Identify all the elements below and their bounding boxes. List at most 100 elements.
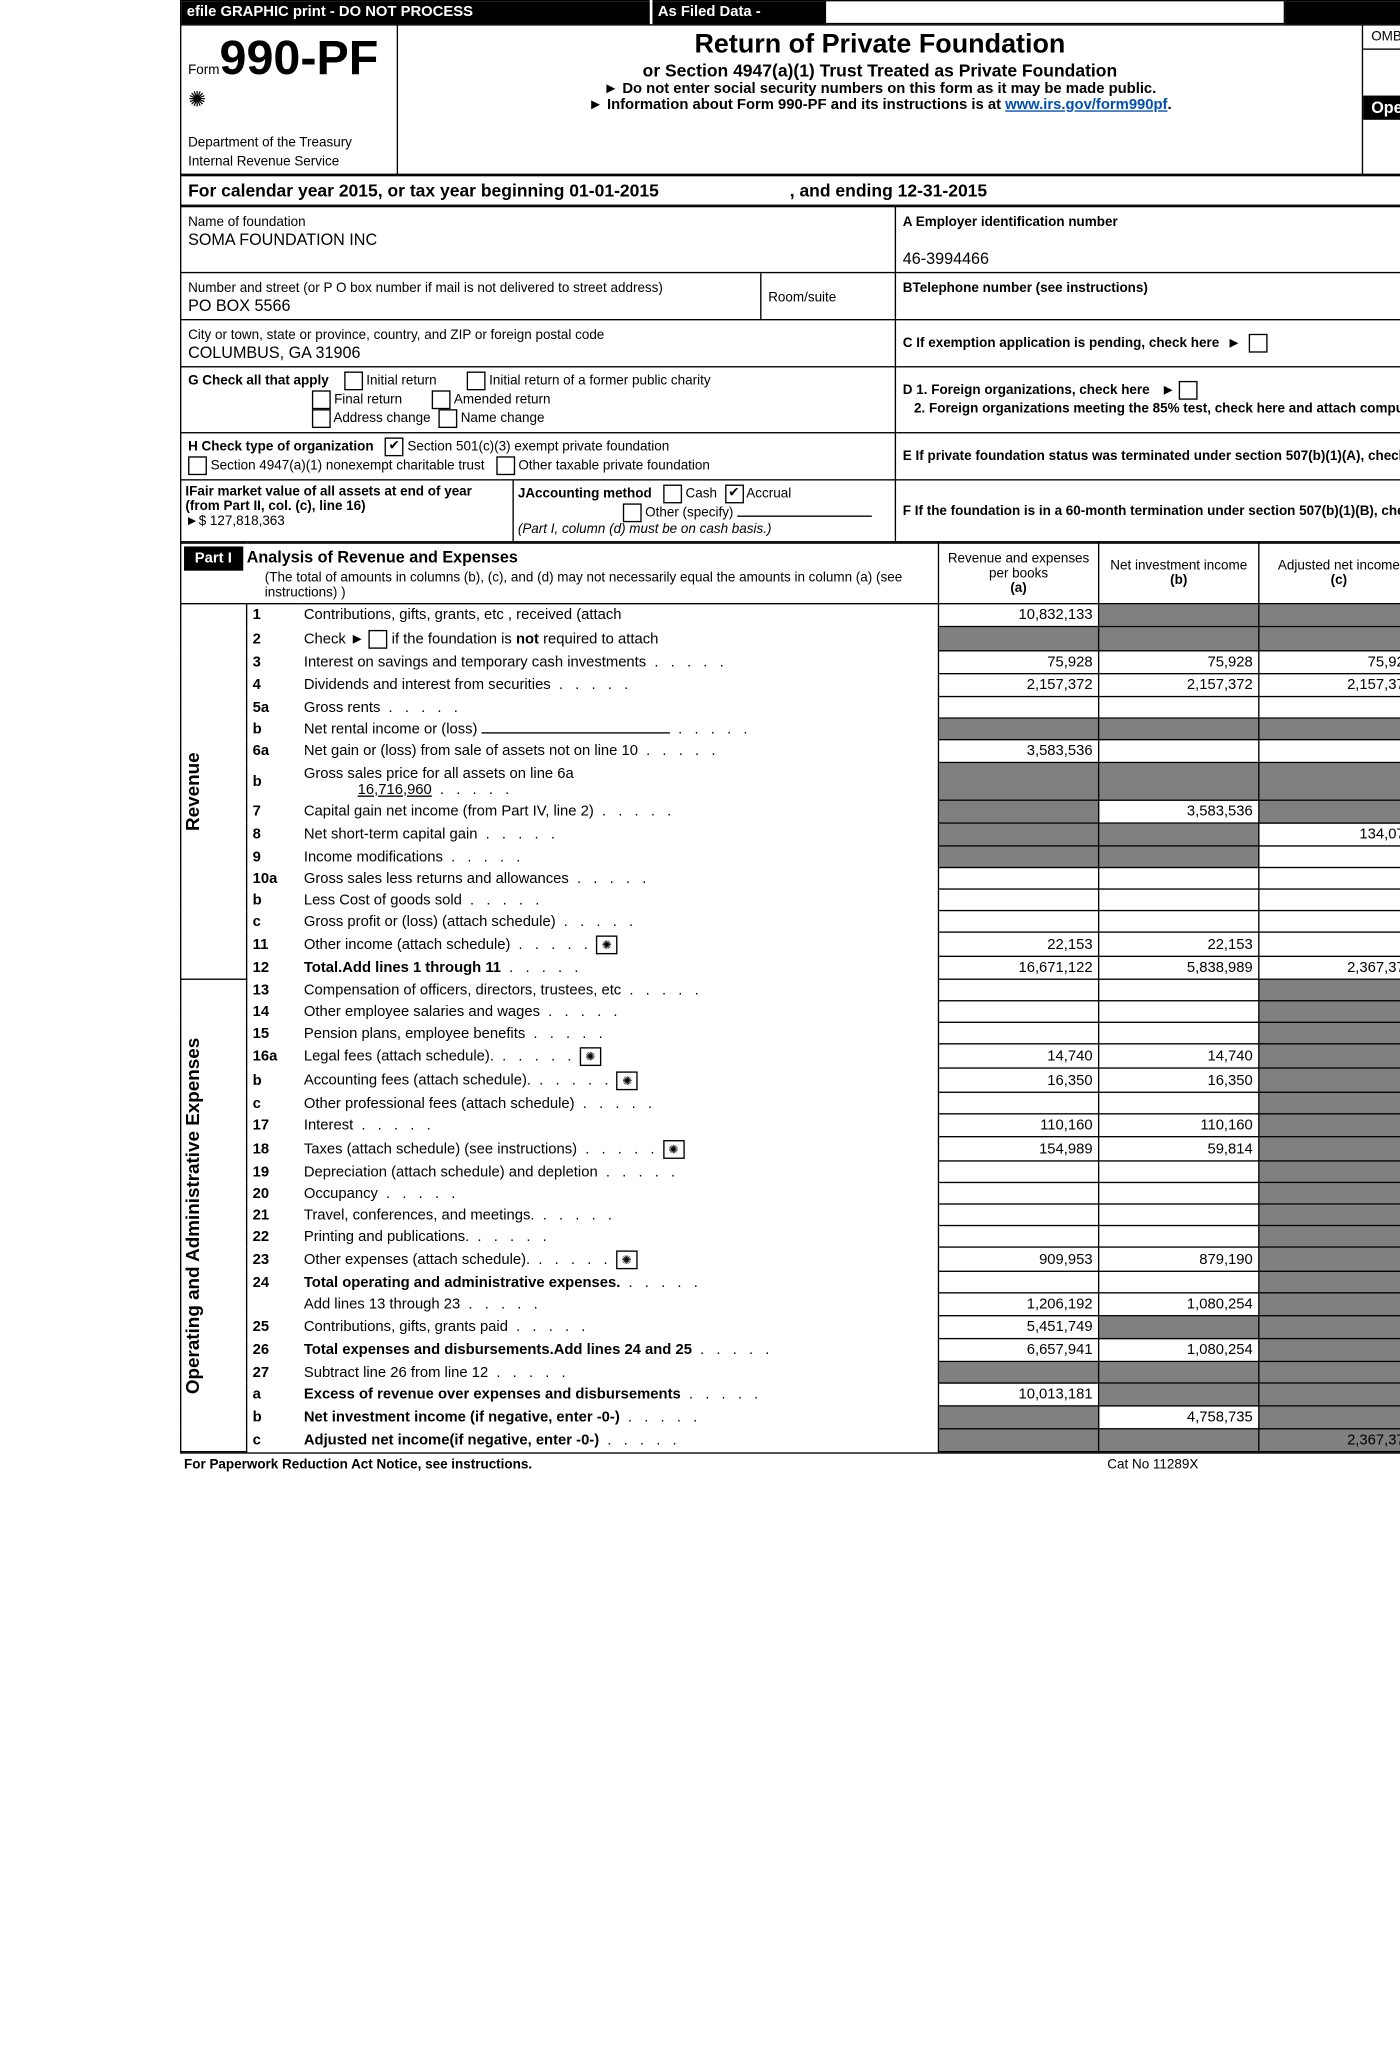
amount-cell: 154,989: [938, 1137, 1098, 1161]
ein-value: 46-3994466: [903, 249, 989, 268]
amount-cell: [1259, 697, 1400, 719]
amount-cell: [1099, 846, 1259, 868]
amount-cell: 2,367,379: [1259, 956, 1400, 979]
other-method-checkbox[interactable]: [623, 503, 642, 522]
line-description: Other income (attach schedule) . . . . .…: [298, 932, 938, 956]
open-to-public: Open to Public Inspection: [1363, 96, 1400, 120]
line-number: 10a: [247, 867, 299, 889]
omb-number: OMB No 1545-0052: [1363, 26, 1400, 50]
line-description: Taxes (attach schedule) (see instruction…: [298, 1137, 938, 1161]
line-number: 14: [247, 1001, 299, 1023]
i-value: ►$ 127,818,363: [185, 514, 284, 529]
pending-checkbox[interactable]: [1249, 334, 1268, 353]
line-number: c: [247, 1092, 299, 1114]
initial-former-checkbox[interactable]: [467, 371, 486, 390]
line-description: Gross sales less returns and allowances …: [298, 867, 938, 889]
line-description: Less Cost of goods sold . . . . .: [298, 889, 938, 911]
amount-cell: [1099, 889, 1259, 911]
entity-block: Name of foundation SOMA FOUNDATION INC A…: [180, 206, 1400, 543]
line-description: Net rental income or (loss) . . . . .: [298, 718, 938, 740]
line-description: Occupancy . . . . .: [298, 1182, 938, 1204]
amount-cell: [938, 1406, 1098, 1429]
amount-cell: 2,157,372: [1259, 674, 1400, 697]
line-description: Total expenses and disbursements.Add lin…: [298, 1339, 938, 1362]
amount-cell: [938, 889, 1098, 911]
part1-title: Analysis of Revenue and Expenses: [247, 548, 518, 567]
attachment-icon[interactable]: ✺: [580, 1047, 602, 1066]
amount-cell: 6,657,941: [938, 1339, 1098, 1362]
city-value: COLUMBUS, GA 31906: [188, 343, 360, 362]
line-number: 23: [247, 1247, 299, 1271]
form-subtitle: or Section 4947(a)(1) Trust Treated as P…: [405, 61, 1355, 81]
line-description: Interest . . . . .: [298, 1114, 938, 1137]
address-change-checkbox[interactable]: [311, 409, 330, 428]
arrow-right-icon: [1227, 336, 1242, 351]
amount-cell: [1259, 1247, 1400, 1271]
amount-cell: [1259, 1182, 1400, 1204]
amount-cell: [1099, 1271, 1259, 1293]
amount-cell: 4,758,735: [1099, 1406, 1259, 1429]
amount-cell: [938, 1226, 1098, 1248]
amount-cell: [938, 800, 1098, 823]
table-row: 7Capital gain net income (from Part IV, …: [181, 800, 1400, 823]
page-footer: For Paperwork Reduction Act Notice, see …: [180, 1452, 1400, 1476]
amount-cell: 909,953: [938, 1247, 1098, 1271]
amount-cell: [938, 1022, 1098, 1044]
line-number: 26: [247, 1339, 299, 1362]
table-row: 23Other expenses (attach schedule). . . …: [181, 1247, 1400, 1271]
attachment-icon[interactable]: ✺: [596, 935, 618, 954]
amount-cell: 5,451,749: [938, 1316, 1098, 1339]
line-description: Other professional fees (attach schedule…: [298, 1092, 938, 1114]
line-number: 17: [247, 1114, 299, 1137]
line-number: 15: [247, 1022, 299, 1044]
schb-checkbox[interactable]: [369, 629, 388, 648]
part1-note: (The total of amounts in columns (b), (c…: [184, 571, 935, 601]
h-other-checkbox[interactable]: [496, 456, 515, 475]
amount-cell: [938, 1092, 1098, 1114]
amount-cell: [1259, 1293, 1400, 1316]
cash-checkbox[interactable]: [663, 485, 682, 504]
line-description: Other employee salaries and wages . . . …: [298, 1001, 938, 1023]
amount-cell: [938, 1271, 1098, 1293]
attachment-icon[interactable]: ✺: [663, 1139, 685, 1158]
amount-cell: [938, 1182, 1098, 1204]
instructions-link[interactable]: www.irs.gov/form990pf: [1005, 97, 1167, 113]
line-number: 2: [247, 627, 299, 651]
table-row: 14Other employee salaries and wages . . …: [181, 1001, 1400, 1023]
amount-cell: [1259, 1068, 1400, 1092]
d1-checkbox[interactable]: [1179, 381, 1198, 400]
revenue-side-label: Revenue: [181, 752, 203, 831]
line-number: 27: [247, 1361, 299, 1383]
attachment-icon[interactable]: ✺: [617, 1071, 639, 1090]
h-4947-checkbox[interactable]: [188, 456, 207, 475]
initial-return-checkbox[interactable]: [344, 371, 363, 390]
line-description: Pension plans, employee benefits . . . .…: [298, 1022, 938, 1044]
line-number: 19: [247, 1161, 299, 1183]
name-change-checkbox[interactable]: [438, 409, 457, 428]
line-description: Income modifications . . . . .: [298, 846, 938, 868]
amount-cell: 879,190: [1099, 1247, 1259, 1271]
line-number: c: [247, 1429, 299, 1452]
line-description: Adjusted net income(if negative, enter -…: [298, 1429, 938, 1452]
arrow-right-icon: [1161, 383, 1176, 398]
table-row: bNet rental income or (loss) . . . . .: [181, 718, 1400, 740]
amount-cell: [1099, 1204, 1259, 1226]
amended-checkbox[interactable]: [432, 390, 451, 409]
amount-cell: [1099, 627, 1259, 651]
amount-cell: [1259, 1361, 1400, 1383]
amount-cell: [1099, 1182, 1259, 1204]
accrual-checkbox[interactable]: ✔: [724, 485, 743, 504]
amount-cell: [1259, 1339, 1400, 1362]
amount-cell: 1,206,192: [938, 1293, 1098, 1316]
amount-cell: [938, 763, 1098, 801]
tax-year: 2015: [1363, 50, 1400, 96]
d1-label: D 1. Foreign organizations, check here: [903, 383, 1150, 398]
attachment-icon[interactable]: ✺: [616, 1250, 638, 1269]
table-row: 15Pension plans, employee benefits . . .…: [181, 1022, 1400, 1044]
h-501c3-checkbox[interactable]: ✔: [385, 437, 404, 456]
line-number: 5a: [247, 697, 299, 719]
amount-cell: [1259, 1114, 1400, 1137]
final-return-checkbox[interactable]: [311, 390, 330, 409]
amount-cell: [1099, 1161, 1259, 1183]
amount-cell: [938, 823, 1098, 846]
